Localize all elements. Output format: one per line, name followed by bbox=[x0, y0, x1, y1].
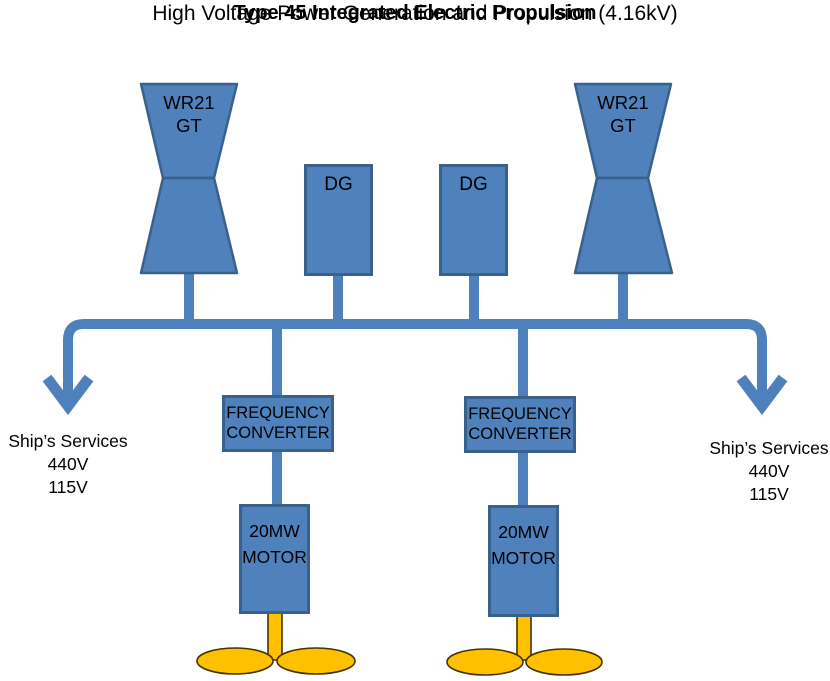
ship-services-left-line2: 440V bbox=[47, 454, 89, 474]
motor-left-line1: 20MW bbox=[249, 521, 300, 541]
gas-turbine-left-shape bbox=[139, 82, 239, 275]
motor-right-box: 20MW MOTOR bbox=[488, 505, 559, 617]
frequency-converter-right-box: FREQUENCY CONVERTER bbox=[464, 396, 576, 453]
motor-right-line2: MOTOR bbox=[491, 548, 556, 569]
gas-turbine-right-shape bbox=[573, 82, 674, 275]
propeller-left-blade-a bbox=[196, 647, 274, 675]
diesel-generator-left-box: DG bbox=[304, 164, 373, 276]
gas-turbine-left-label-line1: WR21 bbox=[163, 92, 215, 113]
diesel-generator-left-label: DG bbox=[324, 174, 353, 195]
motor-left-line2: MOTOR bbox=[242, 547, 307, 568]
ship-services-left-line1: Ship’s Services bbox=[8, 431, 128, 451]
gas-turbine-right-lower bbox=[573, 176, 674, 275]
frequency-converter-right-line2: CONVERTER bbox=[468, 424, 572, 443]
frequency-converter-left-line1: FREQUENCY bbox=[226, 403, 330, 422]
ship-services-right-line3: 115V bbox=[749, 484, 789, 504]
gas-turbine-right-label: WR21 GT bbox=[573, 91, 673, 137]
ship-services-right-label: Ship’s Services 440V 115V bbox=[689, 437, 830, 506]
diesel-generator-right-box: DG bbox=[439, 164, 508, 276]
ship-services-left-label: Ship’s Services 440V 115V bbox=[0, 430, 148, 499]
gas-turbine-left-lower bbox=[139, 176, 239, 275]
page-subtitle: High Voltage Power Generation and Propul… bbox=[152, 2, 678, 25]
ship-services-left-line3: 115V bbox=[48, 477, 88, 497]
propeller-left-blade-b bbox=[276, 647, 356, 675]
gas-turbine-right-label-line2: GT bbox=[610, 115, 636, 136]
page-title: Type 45 Integrated Electric Propulsion bbox=[233, 2, 597, 24]
motor-left-box: 20MW MOTOR bbox=[239, 504, 310, 614]
gas-turbine-right-label-line1: WR21 bbox=[597, 92, 649, 113]
propeller-right-blade-a bbox=[446, 648, 524, 676]
gas-turbine-left-label: WR21 GT bbox=[139, 91, 239, 137]
frequency-converter-right-line1: FREQUENCY bbox=[468, 404, 572, 423]
propeller-left bbox=[196, 611, 356, 675]
ship-services-right-arrowhead bbox=[736, 374, 788, 416]
propeller-right-blade-b bbox=[525, 648, 603, 676]
gas-turbine-left-label-line2: GT bbox=[176, 115, 202, 136]
motor-right-line1: 20MW bbox=[498, 522, 549, 542]
propeller-right bbox=[446, 613, 603, 676]
connector-lines bbox=[42, 266, 788, 512]
frequency-converter-left-line2: CONVERTER bbox=[226, 423, 330, 442]
ship-services-right-line1: Ship’s Services bbox=[709, 438, 829, 458]
frequency-converter-left-box: FREQUENCY CONVERTER bbox=[222, 395, 334, 452]
diesel-generator-right-label: DG bbox=[459, 174, 488, 195]
propeller-left-shaft bbox=[267, 611, 283, 661]
propeller-right-shaft bbox=[516, 613, 532, 661]
bus-bar-line bbox=[63, 319, 767, 402]
ship-services-left-arrowhead bbox=[42, 374, 94, 416]
ship-services-right-line2: 440V bbox=[748, 461, 790, 481]
